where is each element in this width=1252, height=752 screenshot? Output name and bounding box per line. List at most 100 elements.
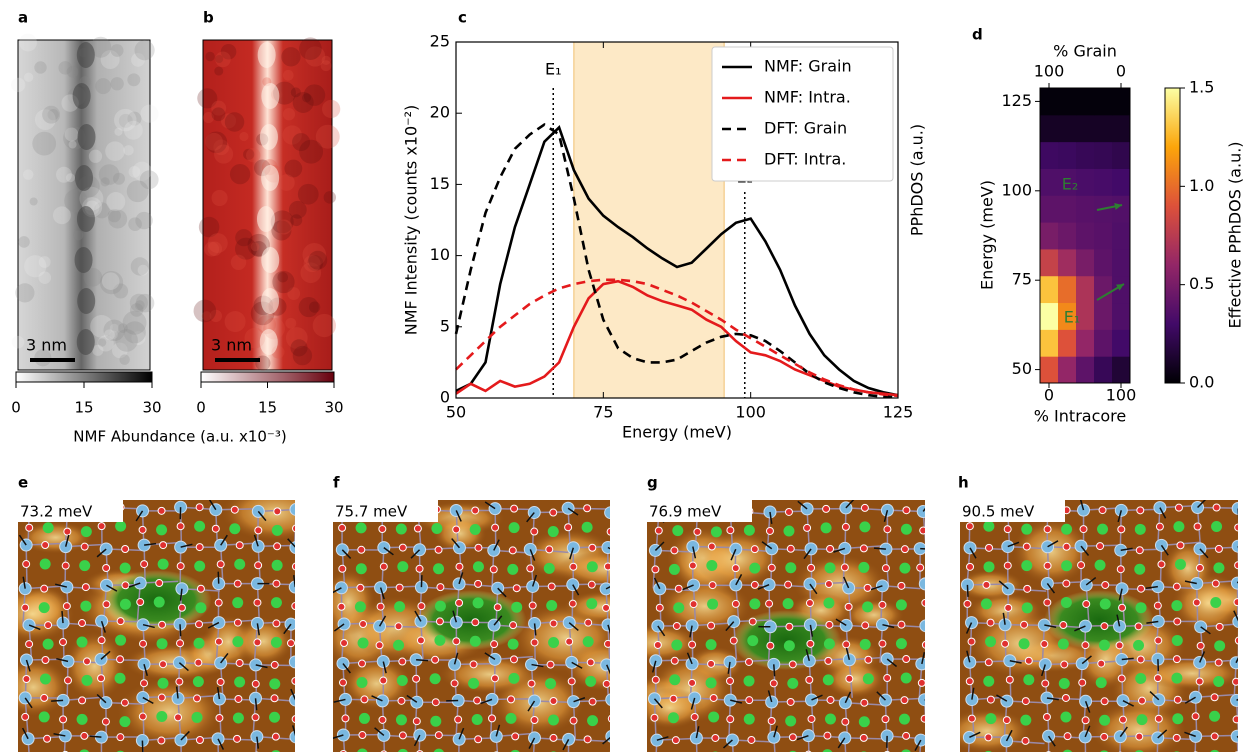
atom-o: [1044, 562, 1051, 569]
texture: [246, 148, 260, 162]
atom-o: [1061, 661, 1068, 668]
atom-a: [309, 561, 320, 572]
atom-o: [936, 737, 943, 744]
atom-a: [901, 673, 912, 684]
atom-a: [1061, 597, 1072, 608]
mode-energy: 73.2 meV: [20, 503, 93, 521]
atom-o: [254, 639, 261, 646]
atom-o: [1041, 641, 1048, 648]
texture: [212, 190, 228, 206]
atom-a: [672, 525, 683, 536]
y-tick-label: 0: [440, 388, 450, 407]
atom-o: [901, 546, 908, 553]
atom-o: [307, 621, 314, 628]
atom-o: [1004, 526, 1011, 533]
atom-o: [1098, 660, 1105, 667]
atom-o: [528, 680, 535, 687]
atom-o: [1005, 604, 1012, 611]
atom-a: [707, 599, 718, 610]
abundance-colorbar: [16, 372, 152, 382]
atom-a: [749, 598, 760, 609]
atom-o: [862, 622, 869, 629]
texture: [30, 197, 38, 205]
atom-o: [689, 679, 696, 686]
atom-o: [60, 639, 67, 646]
atom-o: [376, 642, 383, 649]
atom-o: [1003, 717, 1010, 724]
texture: [130, 303, 143, 316]
atom-o: [292, 603, 299, 610]
heatmap-cell: [1094, 329, 1113, 356]
texture: [214, 67, 223, 76]
displacement-arrow: [611, 505, 620, 513]
y-tick-label: 15: [430, 174, 450, 193]
texture: [19, 34, 37, 52]
bond: [296, 737, 299, 752]
y2-axis-label: PPhDOS (a.u.): [908, 124, 927, 236]
heatmap-cell: [1040, 115, 1059, 142]
atom-o: [824, 732, 831, 739]
atom-o: [968, 715, 975, 722]
atom-o: [806, 600, 813, 607]
mode-image: 76.9 meV: [614, 499, 964, 752]
y-tick-label: 25: [430, 32, 450, 51]
atom-o: [79, 697, 86, 704]
atom-a: [232, 636, 243, 647]
atom-o: [339, 524, 346, 531]
atom-o: [806, 676, 813, 683]
texture: [119, 354, 129, 364]
atom-o: [22, 604, 29, 611]
atom-o: [939, 508, 946, 515]
atom-o: [176, 678, 183, 685]
atom-o: [234, 619, 241, 626]
atom-o: [1119, 604, 1126, 611]
atom-o: [808, 564, 815, 571]
atom-a: [77, 637, 88, 648]
atom-o: [672, 737, 679, 744]
bond: [295, 587, 297, 625]
texture: [255, 356, 270, 371]
atom-a: [823, 674, 834, 685]
texture: [214, 145, 233, 164]
heatmap-cell: [1094, 168, 1113, 195]
atom-a: [1134, 564, 1145, 575]
texture: [38, 271, 51, 284]
atom-cation: [210, 504, 222, 516]
atom-o: [987, 696, 994, 703]
atom-a: [309, 601, 320, 612]
atom-o: [825, 581, 832, 588]
atom-o: [884, 675, 891, 682]
texture: [289, 201, 307, 219]
heatmap-cell: [1112, 88, 1131, 115]
atom-o: [360, 621, 367, 628]
atom-a: [1172, 713, 1183, 724]
atom-o: [1235, 562, 1242, 569]
atom-cation: [1232, 502, 1244, 514]
atom-o: [768, 564, 775, 571]
heatmap-cell: [1112, 356, 1131, 383]
atom-o: [510, 656, 517, 663]
density-glow: [0, 658, 69, 716]
mode-energy: 75.7 meV: [335, 503, 408, 521]
atom-o: [341, 640, 348, 647]
atom-o: [1216, 623, 1223, 630]
atom-o: [918, 679, 925, 686]
atom-a: [434, 635, 445, 646]
atom-o: [117, 656, 124, 663]
atom-a: [507, 564, 518, 575]
atom-a: [81, 526, 92, 537]
atom-o: [1197, 642, 1204, 649]
displacement-arrow: [874, 548, 886, 549]
atom-o: [623, 544, 630, 551]
atom-a: [985, 636, 996, 647]
atom-o: [380, 563, 387, 570]
atom-o: [1196, 678, 1203, 685]
column-spot: [75, 247, 93, 273]
atom-o: [860, 545, 867, 552]
atom-o: [62, 562, 69, 569]
atom-o: [234, 580, 241, 587]
atom-a: [156, 711, 167, 722]
texture: [283, 108, 295, 120]
atom-o: [1119, 716, 1126, 723]
atom-o: [968, 638, 975, 645]
